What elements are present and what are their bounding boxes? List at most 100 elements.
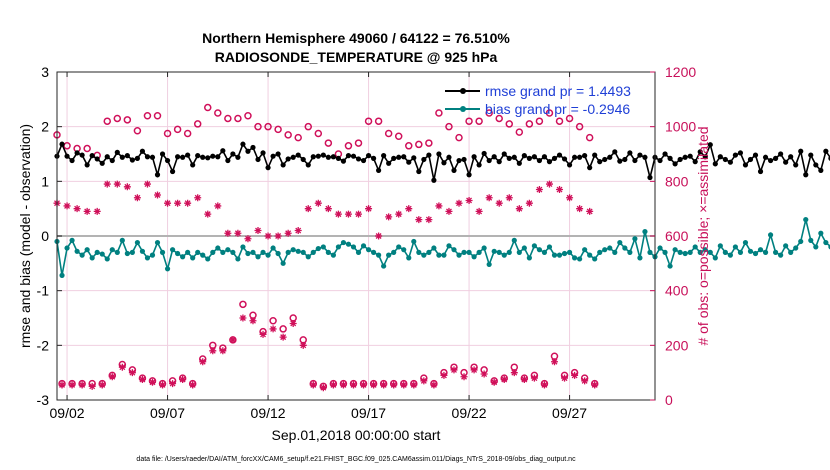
bias-point xyxy=(441,252,447,258)
obs-assimilated-marker xyxy=(209,347,217,355)
obs-assimilated-marker xyxy=(566,194,574,202)
bias-point xyxy=(627,249,633,255)
obs-assimilated-marker xyxy=(405,205,413,213)
obs-assimilated-marker xyxy=(556,186,564,194)
bias-point xyxy=(773,249,779,255)
obs-possible-marker xyxy=(173,125,182,134)
rmse-point xyxy=(436,151,442,157)
bias-point xyxy=(521,245,527,251)
rmse-point xyxy=(215,154,221,160)
bias-point xyxy=(275,250,281,257)
obs-assimilated-marker xyxy=(159,381,167,389)
obs-possible-marker xyxy=(565,114,574,123)
obs-assimilated-marker xyxy=(284,229,292,237)
rmse-point xyxy=(350,153,357,159)
bias-point xyxy=(451,247,457,253)
obs-assimilated-marker xyxy=(455,199,463,207)
rmse-point xyxy=(245,148,251,154)
rmse-point xyxy=(667,155,673,161)
obs-assimilated-marker xyxy=(375,232,383,240)
obs-assimilated-marker xyxy=(425,216,433,224)
rmse-point xyxy=(180,154,186,160)
rmse-point xyxy=(441,160,447,166)
obs-assimilated-marker xyxy=(169,380,177,388)
rmse-point xyxy=(466,172,472,178)
bias-point xyxy=(215,245,221,251)
obs-assimilated-marker xyxy=(224,229,232,237)
bias-point xyxy=(426,249,432,255)
obs-assimilated-marker xyxy=(299,341,307,349)
obs-assimilated-marker xyxy=(360,381,368,389)
bias-point xyxy=(712,255,718,261)
rmse-point xyxy=(577,154,583,160)
rmse-point xyxy=(275,151,281,157)
bias-point xyxy=(315,245,321,252)
rmse-point xyxy=(99,160,105,166)
obs-assimilated-marker xyxy=(380,381,388,389)
obs-assimilated-marker xyxy=(390,381,398,389)
obs-assimilated-marker xyxy=(88,382,96,390)
obs-assimilated-marker xyxy=(490,378,498,386)
bias-point xyxy=(757,247,764,253)
obs-assimilated-marker xyxy=(400,381,408,389)
bias-point xyxy=(783,243,789,249)
rmse-point xyxy=(687,153,693,159)
obs-assimilated-marker xyxy=(103,180,111,188)
obs-assimilated-marker xyxy=(581,377,589,385)
legend-bias-marker xyxy=(460,106,466,112)
bias-point xyxy=(180,254,186,260)
obs-assimilated-marker xyxy=(264,232,272,240)
bias-point xyxy=(717,243,723,249)
rmse-point xyxy=(210,153,216,159)
rmse-point xyxy=(752,152,759,158)
bias-point xyxy=(677,249,683,255)
obs-possible-marker xyxy=(279,325,287,333)
bias-point xyxy=(476,249,482,255)
obs-assimilated-marker xyxy=(294,227,302,235)
rmse-point xyxy=(270,153,276,159)
rmse-point xyxy=(104,154,110,160)
obs-assimilated-marker xyxy=(219,347,227,355)
obs-assimilated-marker xyxy=(289,319,297,327)
bias-point xyxy=(376,252,382,258)
obs-assimilated-marker xyxy=(229,336,237,344)
rmse-point xyxy=(205,155,211,161)
obs-possible-marker xyxy=(425,139,433,147)
rmse-point xyxy=(773,155,779,161)
obs-assimilated-marker xyxy=(118,363,126,371)
obs-assimilated-marker xyxy=(329,381,337,389)
obs-possible-marker xyxy=(495,114,503,123)
bias-point xyxy=(707,249,713,255)
obs-possible-marker xyxy=(344,142,353,150)
rmse-point xyxy=(310,154,316,160)
obs-possible-marker xyxy=(445,122,453,131)
rmse-point xyxy=(79,152,85,158)
rmse-point xyxy=(672,161,678,167)
bias-point xyxy=(732,244,739,250)
rmse-point xyxy=(742,162,749,168)
bias-point xyxy=(531,243,537,249)
obs-assimilated-marker xyxy=(314,199,322,207)
y-tick-label: 2 xyxy=(41,119,49,135)
y2-axis-label: # of obs: o=possible; ×=assimilated xyxy=(695,126,711,345)
bias-point xyxy=(104,256,110,262)
rmse-point xyxy=(541,154,548,160)
obs-possible-marker xyxy=(415,140,423,149)
bias-point xyxy=(295,248,301,254)
bias-point xyxy=(381,263,387,269)
rmse-point xyxy=(622,156,628,163)
legend-rmse-label: rmse grand pr = 1.4493 xyxy=(485,83,631,99)
chart-subtitle: RADIOSONDE_TEMPERATURE @ 925 hPa xyxy=(215,49,498,65)
bias-point xyxy=(727,252,733,258)
obs-assimilated-marker xyxy=(355,210,363,218)
obs-assimilated-marker xyxy=(561,374,569,382)
obs-assimilated-marker xyxy=(279,333,287,341)
rmse-point xyxy=(566,162,573,168)
bias-point xyxy=(411,238,417,245)
rmse-point xyxy=(657,157,663,164)
bias-point xyxy=(84,247,90,253)
bias-point xyxy=(416,249,422,255)
obs-assimilated-marker xyxy=(571,371,579,379)
bias-point xyxy=(667,263,673,269)
obs-possible-marker xyxy=(354,139,363,147)
